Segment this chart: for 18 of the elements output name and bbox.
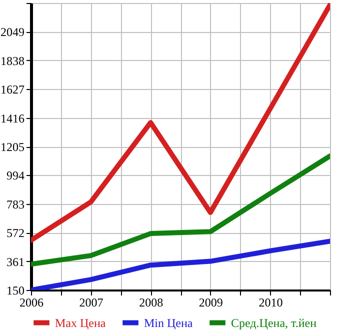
y-tick-label: 572: [6, 226, 24, 240]
legend-label: Max Цена: [55, 316, 106, 330]
y-tick-label: 994: [6, 168, 24, 183]
x-tick-label: 2006: [20, 296, 44, 310]
y-tick-label: 361: [6, 254, 24, 269]
legend-label: Сред.Цена, т.йен: [231, 316, 318, 330]
y-tick-label: 1416: [0, 111, 24, 126]
y-tick-label: 150: [6, 284, 24, 298]
x-tick-label: 2009: [198, 296, 223, 310]
y-tick-label: 1627: [0, 82, 24, 97]
legend-label: Min Цена: [144, 316, 194, 330]
x-tick-label: 2008: [139, 296, 164, 310]
y-tick-label: 1205: [0, 140, 24, 154]
y-tick-label: 783: [6, 197, 24, 212]
y-tick-label: 2049: [0, 25, 24, 40]
y-tick-label: 1838: [0, 54, 24, 68]
x-tick-label: 2007: [79, 296, 104, 310]
x-tick-label: 2010: [258, 296, 283, 310]
